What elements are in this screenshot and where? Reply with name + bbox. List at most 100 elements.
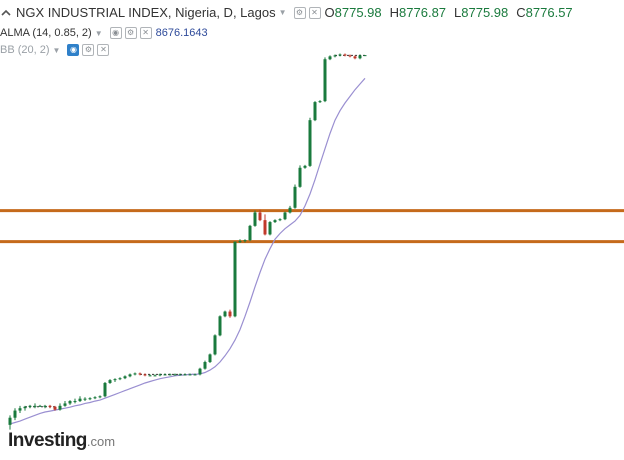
candle-body	[248, 225, 252, 241]
candle-body	[153, 375, 157, 377]
close-icon[interactable]: ✕	[308, 6, 321, 19]
candle	[193, 373, 197, 376]
candle-body	[303, 165, 307, 168]
candle-body	[338, 54, 342, 56]
candle	[183, 373, 187, 376]
candle-body	[188, 374, 192, 376]
candle-body	[113, 379, 117, 381]
candle	[263, 214, 267, 236]
candle	[253, 210, 257, 227]
candle-body	[143, 374, 147, 376]
candle-body	[178, 374, 182, 376]
settings-icon[interactable]: ⚙	[82, 44, 95, 56]
candle-body	[63, 403, 67, 406]
collapse-arrow-icon[interactable]	[0, 7, 12, 19]
candle	[303, 164, 307, 169]
settings-icon[interactable]: ⚙	[293, 6, 306, 19]
candle	[298, 165, 302, 188]
legend-bb-row: BB (20, 2) ▼ ◉ ⚙ ✕	[0, 44, 110, 56]
caret-down-icon[interactable]: ▼	[278, 8, 287, 17]
candle	[148, 374, 152, 377]
candle-body	[148, 375, 152, 377]
alma-line	[9, 77, 366, 425]
candle	[323, 57, 327, 103]
candle	[213, 334, 217, 356]
candle	[163, 373, 167, 376]
ohlc-high-value: 8776.87	[399, 5, 447, 20]
candle	[228, 309, 232, 318]
candle	[133, 372, 137, 376]
candle	[78, 396, 82, 403]
candle	[28, 404, 32, 409]
candle	[318, 100, 322, 104]
candle-body	[173, 374, 177, 376]
candle-body	[268, 222, 272, 235]
candle	[343, 53, 347, 57]
candle-body	[223, 311, 227, 317]
candle	[203, 360, 207, 370]
candle-body	[168, 374, 172, 376]
candle-body	[218, 316, 222, 336]
ohlc-low-label: L	[454, 5, 462, 20]
candle	[48, 404, 52, 409]
candle	[88, 397, 92, 401]
candle-body	[13, 410, 17, 418]
eye-icon[interactable]: ◉	[67, 44, 80, 56]
candle	[363, 55, 367, 57]
candle	[313, 101, 317, 122]
candle-body	[133, 373, 137, 375]
candle-body	[128, 374, 132, 377]
ohlc-low-value: 8775.98	[461, 5, 509, 20]
candle	[348, 54, 352, 58]
candle-body	[108, 380, 112, 383]
settings-icon[interactable]: ⚙	[124, 27, 137, 39]
candle	[273, 219, 277, 224]
candle-body	[33, 405, 37, 407]
candle-body	[48, 405, 52, 407]
candle-body	[138, 373, 142, 375]
candle	[353, 55, 357, 60]
candles	[8, 53, 367, 430]
candle-body	[183, 374, 187, 376]
candle-body	[8, 417, 12, 425]
candle-body	[208, 354, 212, 363]
candle	[178, 373, 182, 376]
candle	[258, 209, 262, 222]
candle-body	[213, 335, 217, 355]
candle-body	[298, 167, 302, 187]
candle	[158, 373, 162, 377]
candle-body	[98, 396, 102, 398]
alma-label: ALMA (14, 0.85, 2)	[0, 27, 92, 39]
candle	[233, 241, 237, 318]
candle-body	[163, 374, 167, 376]
symbol-title: NGX INDUSTRIAL INDEX, Nigeria, D, Lagos	[16, 5, 276, 20]
candle	[168, 373, 172, 376]
candle	[8, 415, 12, 430]
candle-body	[18, 408, 22, 411]
candle	[358, 54, 362, 60]
candle	[338, 53, 342, 57]
candle-body	[308, 120, 312, 166]
candle	[18, 405, 22, 413]
candle-body	[323, 59, 327, 102]
caret-down-icon[interactable]: ▼	[94, 28, 103, 38]
close-icon[interactable]: ✕	[139, 27, 152, 39]
candle	[198, 367, 202, 376]
candle-body	[313, 102, 317, 121]
candle-body	[78, 398, 82, 402]
eye-icon[interactable]: ◉	[109, 27, 122, 39]
candle	[328, 55, 332, 61]
candle	[108, 379, 112, 384]
candle	[218, 315, 222, 337]
candle	[113, 378, 117, 383]
ohlc-open-value: 8775.98	[334, 5, 382, 20]
investing-logo: Investing .com	[8, 430, 115, 452]
caret-down-icon[interactable]: ▼	[52, 45, 61, 55]
candle-body	[278, 219, 282, 221]
close-icon[interactable]: ✕	[97, 44, 110, 56]
candle	[173, 373, 177, 376]
candle-body	[68, 401, 72, 404]
candle	[143, 373, 147, 377]
candle-body	[348, 55, 352, 57]
